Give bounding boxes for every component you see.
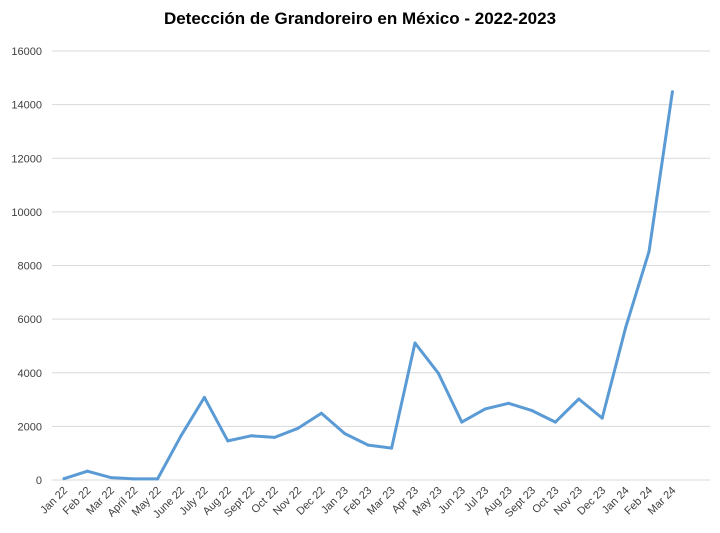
y-tick-label: 0	[36, 475, 42, 487]
chart-title: Detección de Grandoreiro en México - 202…	[163, 9, 557, 28]
data-point	[343, 432, 347, 436]
data-point	[85, 469, 89, 473]
data-point	[577, 397, 581, 401]
data-point	[249, 434, 253, 438]
y-tick-label: 8000	[18, 261, 42, 273]
y-tick-label: 16000	[11, 46, 42, 58]
data-point	[132, 477, 136, 481]
data-point	[273, 435, 277, 439]
y-axis-tick-labels: 0 2000 4000 6000 8000 10000 12000 14000 16000	[11, 46, 42, 487]
y-tick-label: 14000	[11, 100, 42, 112]
data-point	[670, 90, 674, 94]
data-point	[179, 434, 183, 438]
data-point	[436, 371, 440, 375]
data-point	[553, 420, 557, 424]
y-tick-label: 4000	[18, 368, 42, 380]
y-tick-label: 6000	[18, 314, 42, 326]
data-point	[202, 395, 206, 399]
data-point	[460, 420, 464, 424]
data-point	[507, 401, 511, 405]
series-line	[62, 90, 674, 481]
data-point	[624, 326, 628, 330]
y-tick-label: 2000	[18, 421, 42, 433]
data-point	[319, 411, 323, 415]
data-point	[226, 439, 230, 443]
data-series	[62, 90, 674, 481]
data-point	[366, 443, 370, 447]
data-point	[62, 477, 66, 481]
data-point	[296, 426, 300, 430]
gridlines	[52, 50, 710, 481]
data-point	[647, 250, 651, 254]
y-tick-label: 10000	[11, 207, 42, 219]
x-tick-label: Jun 23	[436, 485, 468, 517]
data-point	[413, 341, 417, 345]
data-point	[600, 416, 604, 420]
data-point	[483, 407, 487, 411]
data-point	[390, 446, 394, 450]
data-point	[109, 476, 113, 480]
y-tick-label: 12000	[11, 153, 42, 165]
data-point	[530, 409, 534, 413]
data-point	[156, 477, 160, 481]
